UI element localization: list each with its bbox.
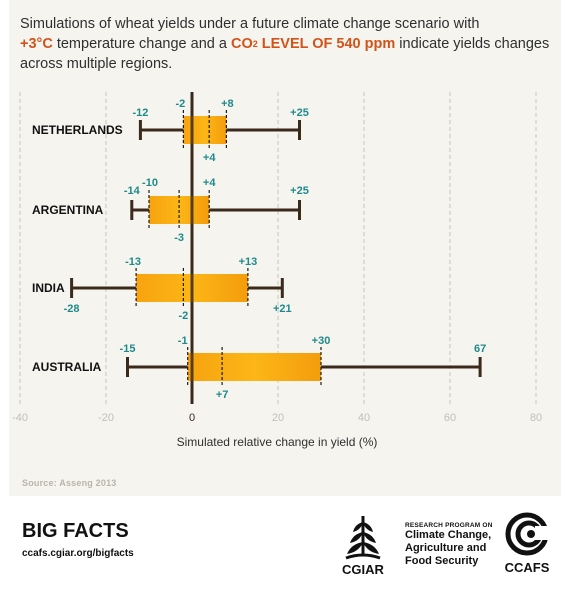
cgiar-logo-icon [345, 516, 381, 560]
program-line-3: Food Security [405, 555, 479, 567]
description-line1: Simulations of wheat yields under a futu… [20, 16, 480, 32]
label-q1: -1 [178, 335, 188, 347]
big-facts-url[interactable]: ccafs.cgiar.org/bigfacts [22, 548, 134, 559]
program-line-1: Climate Change, [405, 529, 492, 541]
program-line-2: Agriculture and [405, 542, 487, 554]
region-label: AUSTRALIA [32, 360, 102, 374]
co2-level-text: LEVEL OF 540 ppm [257, 36, 396, 52]
label-median: +7 [216, 389, 229, 401]
x-tick-label: 20 [272, 412, 284, 424]
iqr-box [187, 353, 321, 381]
label-max: +25 [290, 185, 309, 197]
x-tick-label: -40 [12, 412, 28, 424]
cgiar-wordmark: CGIAR [342, 562, 384, 577]
label-min: -15 [120, 343, 136, 355]
co2-subscript: 2 [252, 39, 258, 49]
label-min: -14 [124, 185, 141, 197]
label-q3: +4 [203, 177, 216, 189]
big-facts-title: BIG FACTS [22, 520, 129, 542]
region-label: NETHERLANDS [32, 123, 123, 137]
label-q3: +30 [312, 335, 331, 347]
x-tick-label: 80 [530, 412, 542, 424]
label-min: -28 [64, 303, 80, 315]
x-axis-title: Simulated relative change in yield (%) [177, 435, 378, 449]
co2-highlight: CO2 LEVEL OF 540 ppm [231, 36, 395, 52]
chart-description: Simulations of wheat yields under a futu… [20, 14, 550, 74]
label-median: -2 [179, 310, 189, 322]
label-max: +21 [273, 303, 292, 315]
label-q3: +13 [239, 256, 258, 268]
source-note: Source: Asseng 2013 [22, 478, 117, 488]
label-q3: +8 [221, 98, 234, 110]
x-tick-label: 0 [189, 412, 195, 424]
description-mid: temperature change and a [52, 36, 231, 52]
label-min: -12 [132, 107, 148, 119]
region-label: INDIA [32, 281, 65, 295]
box-plot-chart: -40 -20 0 20 40 60 80 Simulated relative change… [12, 92, 542, 449]
chart-card [9, 0, 561, 496]
label-q1: -10 [142, 177, 158, 189]
program-kicker: RESEARCH PROGRAM ON [405, 522, 493, 529]
label-median: -3 [174, 232, 184, 244]
description-end: indicate yields changes across multiple … [20, 36, 550, 72]
x-tick-label: 60 [444, 412, 456, 424]
region-label: ARGENTINA [32, 203, 104, 217]
x-tick-label: 40 [358, 412, 370, 424]
label-q1: -13 [125, 256, 141, 268]
temperature-highlight: +3°C [20, 36, 53, 52]
footer: BIG FACTS ccafs.cgiar.org/bigfacts CGIAR… [0, 500, 571, 593]
co2-text: CO [230, 36, 253, 52]
label-max: +25 [290, 107, 309, 119]
x-tick-label: -20 [98, 412, 114, 424]
iqr-box [183, 116, 227, 144]
ccafs-wordmark: CCAFS [504, 560, 550, 575]
label-q1: -2 [176, 98, 186, 110]
label-max: 67 [474, 343, 486, 355]
research-program: RESEARCH PROGRAM ON Climate Change, Agri… [405, 522, 505, 568]
label-median: +4 [203, 152, 216, 164]
ccafs-logo-icon [505, 512, 549, 556]
